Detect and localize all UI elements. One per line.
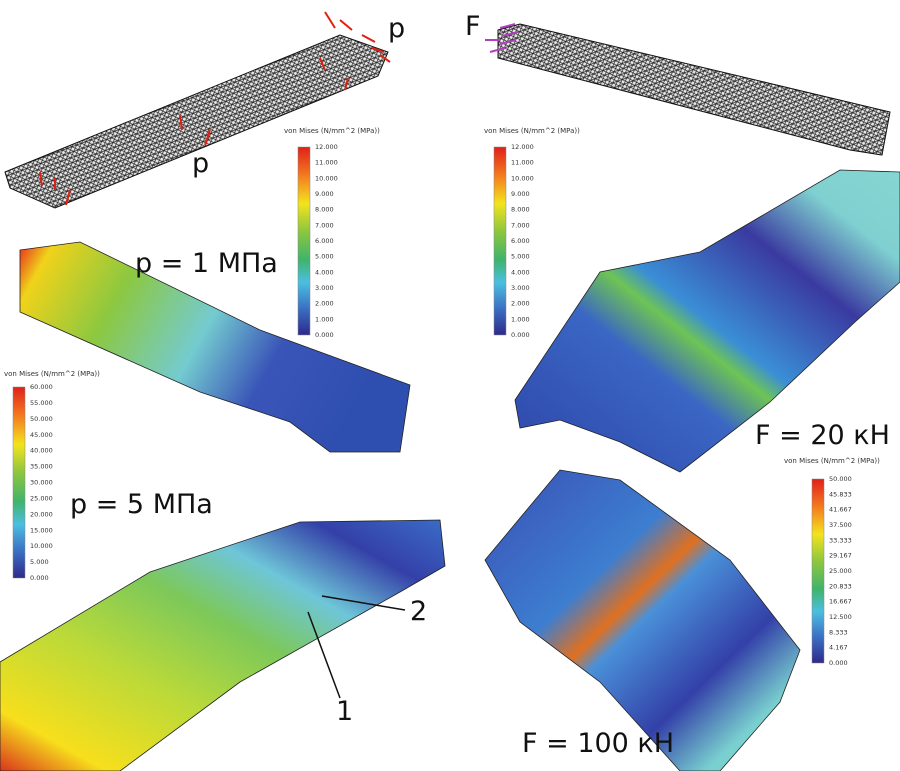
colorbar-tick-label: 45.000: [30, 431, 53, 439]
colorbar-tick-label: 37.500: [829, 521, 852, 529]
colorbar-tick-label: 16.667: [829, 598, 852, 606]
colorbar: [811, 478, 825, 664]
colorbar-tick-label: 5.000: [315, 253, 334, 261]
colorbar-tick-label: 30.000: [30, 479, 53, 487]
colorbar-title: von Mises (N/mm^2 (MPa)): [284, 127, 380, 135]
colorbar-tick-label: 4.000: [315, 268, 334, 276]
colorbar-tick-label: 2.000: [511, 300, 530, 308]
case-label: p = 1 МПа: [135, 248, 278, 279]
case-label: F = 100 кН: [522, 728, 674, 759]
colorbar-tick-label: 20.000: [30, 510, 53, 518]
colorbar-tick-label: 5.000: [30, 558, 49, 566]
colorbar-title: von Mises (N/mm^2 (MPa)): [484, 127, 580, 135]
mesh-model: [4, 34, 389, 209]
stress-model: [0, 519, 446, 771]
colorbar-title: von Mises (N/mm^2 (MPa)): [4, 370, 100, 378]
colorbar: [493, 146, 507, 336]
colorbar-tick-label: 4.000: [511, 268, 530, 276]
colorbar-tick-label: 25.000: [30, 494, 53, 502]
colorbar-tick-label: 50.000: [30, 415, 53, 423]
stress-model: [514, 169, 900, 473]
colorbar-tick-label: 11.000: [315, 159, 338, 167]
colorbar: [12, 386, 26, 579]
colorbar-tick-label: 1.000: [511, 315, 530, 323]
colorbar-tick-label: 60.000: [30, 383, 53, 391]
colorbar-tick-label: 6.000: [315, 237, 334, 245]
load-label: p: [192, 148, 209, 179]
colorbar-tick-label: 8.000: [511, 206, 530, 214]
colorbar-tick-label: 1.000: [315, 315, 334, 323]
colorbar-tick-label: 10.000: [511, 174, 534, 182]
colorbar-tick-label: 35.000: [30, 463, 53, 471]
colorbar-tick-label: 7.000: [315, 221, 334, 229]
colorbar-tick-label: 4.167: [829, 644, 848, 652]
mesh-model: [497, 23, 891, 156]
colorbar-tick-label: 7.000: [511, 221, 530, 229]
colorbar-tick-label: 12.500: [829, 613, 852, 621]
load-label: F: [465, 11, 481, 42]
colorbar-tick-label: 8.333: [829, 628, 848, 636]
colorbar-tick-label: 25.000: [829, 567, 852, 575]
marker-label: 2: [410, 596, 427, 627]
marker-label: 1: [336, 696, 353, 727]
case-label: p = 5 МПа: [70, 489, 213, 520]
colorbar-tick-label: 55.000: [30, 399, 53, 407]
colorbar-tick-label: 41.667: [829, 506, 852, 514]
colorbar-tick-label: 50.000: [829, 475, 852, 483]
colorbar-tick-label: 11.000: [511, 159, 534, 167]
force-arrows: [485, 23, 519, 53]
colorbar-tick-label: 0.000: [511, 331, 530, 339]
colorbar-tick-label: 10.000: [315, 174, 338, 182]
colorbar-tick-label: 29.167: [829, 552, 852, 560]
colorbar-tick-label: 12.000: [511, 143, 534, 151]
colorbar-tick-label: 20.833: [829, 582, 852, 590]
colorbar-tick-label: 8.000: [315, 206, 334, 214]
colorbar-tick-label: 10.000: [30, 542, 53, 550]
colorbar-tick-label: 3.000: [315, 284, 334, 292]
colorbar-tick-label: 15.000: [30, 526, 53, 534]
colorbar-tick-label: 9.000: [315, 190, 334, 198]
colorbar-tick-label: 45.833: [829, 490, 852, 498]
colorbar-tick-label: 12.000: [315, 143, 338, 151]
colorbar-tick-label: 0.000: [30, 574, 49, 582]
case-label: F = 20 кН: [755, 420, 890, 451]
colorbar-tick-label: 33.333: [829, 536, 852, 544]
stress-model: [484, 469, 801, 771]
colorbar-tick-label: 40.000: [30, 447, 53, 455]
load-label: p: [388, 13, 405, 44]
colorbar-title: von Mises (N/mm^2 (MPa)): [784, 457, 880, 465]
colorbar-tick-label: 2.000: [315, 300, 334, 308]
colorbar-tick-label: 5.000: [511, 253, 530, 261]
colorbar: [297, 146, 311, 336]
colorbar-tick-label: 0.000: [315, 331, 334, 339]
pressure-arrows: [39, 11, 391, 206]
colorbar-tick-label: 6.000: [511, 237, 530, 245]
leader-line: [307, 595, 406, 699]
colorbar-tick-label: 0.000: [829, 659, 848, 667]
colorbar-tick-label: 9.000: [511, 190, 530, 198]
colorbar-tick-label: 3.000: [511, 284, 530, 292]
stress-model: [19, 241, 411, 453]
